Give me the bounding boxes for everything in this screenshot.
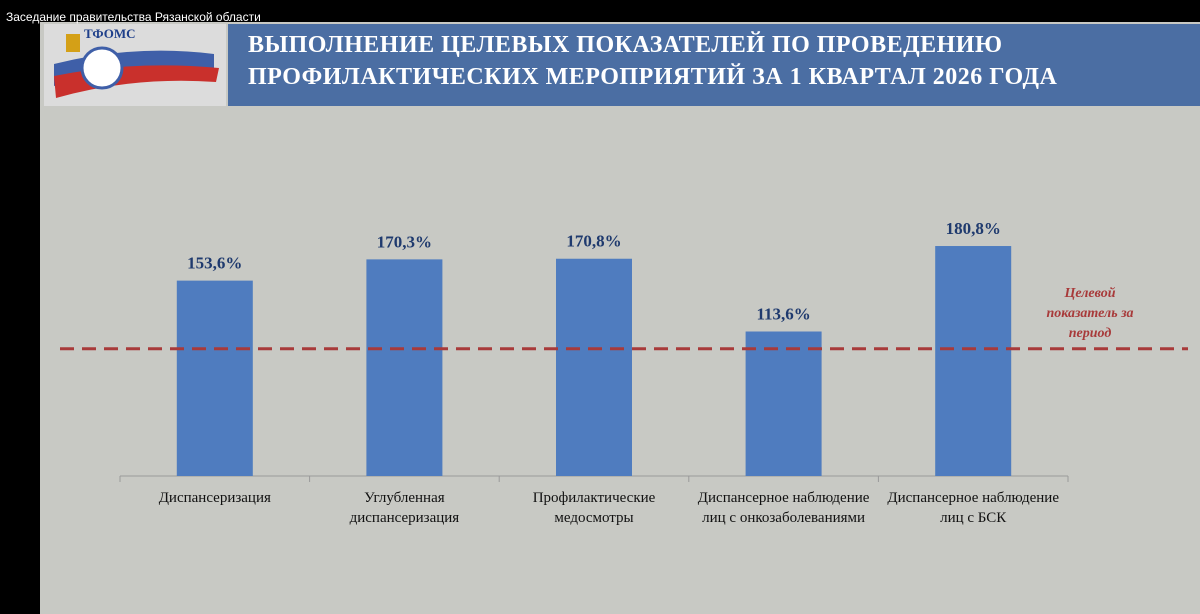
bar <box>935 246 1012 476</box>
category-label: Диспансеризация <box>158 490 271 506</box>
category-label: Профилактические медосмотры <box>532 490 656 526</box>
title-line: ПРОФИЛАКТИЧЕСКИХ МЕРОПРИЯТИЙ ЗА 1 КВАРТА… <box>248 64 1058 90</box>
header: ВЫПОЛНЕНИЕ ЦЕЛЕВЫХ ПОКАЗАТЕЛЕЙ ПО ПРОВЕД… <box>228 24 1200 106</box>
category-label: Углубленная диспансеризация <box>349 490 460 526</box>
logo-graphic: ТФОМС <box>54 26 219 98</box>
value-label: 153,6% <box>187 254 242 273</box>
title-line: ВЫПОЛНЕНИЕ ЦЕЛЕВЫХ ПОКАЗАТЕЛЕЙ ПО ПРОВЕД… <box>248 32 1003 58</box>
target-label: Целевой показатель за период <box>1046 286 1134 341</box>
category-label: Диспансерное наблюдение лиц с БСК <box>887 490 1059 526</box>
value-label: 170,8% <box>566 232 621 251</box>
video-caption: Заседание правительства Рязанской област… <box>6 10 261 24</box>
logo: ТФОМС <box>44 24 226 106</box>
value-label: 180,8% <box>946 219 1001 238</box>
category-label: Диспансерное наблюдение лиц с онкозаболе… <box>697 490 870 526</box>
value-label: 113,6% <box>756 305 810 324</box>
value-label: 170,3% <box>377 232 432 251</box>
bar <box>176 280 253 476</box>
logo-text: ТФОМС <box>84 26 135 41</box>
bar <box>745 331 822 476</box>
bar <box>366 259 443 476</box>
bar <box>556 258 632 476</box>
